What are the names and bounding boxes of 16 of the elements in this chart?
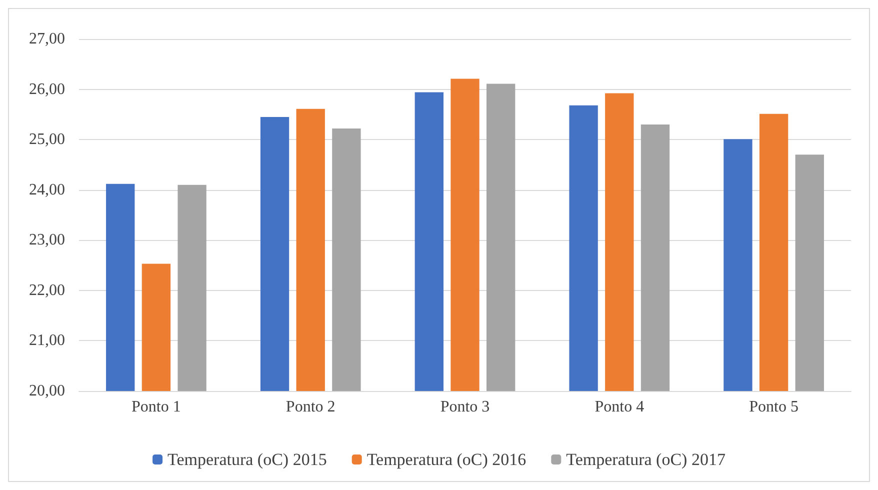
x-tick-label: Ponto 2 (286, 398, 336, 416)
y-tick-label: 26,00 (29, 80, 65, 98)
x-tick-label: Ponto 4 (594, 398, 644, 416)
legend-label: Temperatura (oC) 2017 (566, 450, 726, 469)
legend-label: Temperatura (oC) 2016 (366, 450, 526, 469)
y-tick-label: 21,00 (29, 332, 65, 350)
x-tick-label: Ponto 3 (440, 398, 490, 416)
y-tick-label: 20,00 (29, 382, 65, 400)
legend-label: Temperatura (oC) 2015 (168, 450, 327, 469)
x-tick-label: Ponto 1 (132, 398, 181, 416)
y-tick-label: 27,00 (29, 30, 65, 48)
x-tick-label: Ponto 5 (749, 398, 798, 416)
y-tick-label: 23,00 (29, 232, 65, 249)
y-tick-label: 25,00 (29, 131, 65, 148)
y-tick-label: 22,00 (29, 282, 65, 299)
y-tick-label: 24,00 (29, 181, 65, 198)
